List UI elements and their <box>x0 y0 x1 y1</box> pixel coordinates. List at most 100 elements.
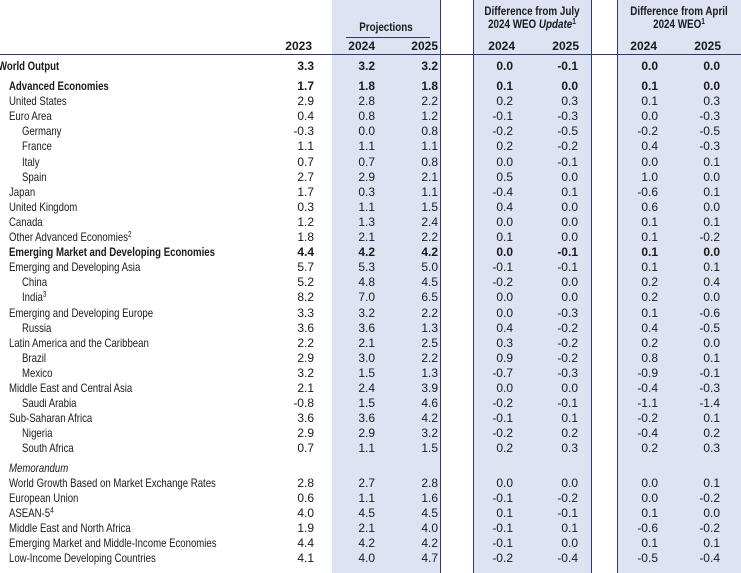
april-difference-column-band <box>617 0 741 573</box>
value-cell: 2.9 <box>297 350 314 365</box>
table-row: World Growth Based on Market Exchange Ra… <box>0 476 741 491</box>
table-row: Other Advanced Economies2 1.8 2.1 2.2 0.1 0.0… <box>0 230 741 245</box>
value-cell: 3.9 <box>421 381 438 395</box>
value-cell: 1.1 <box>358 199 375 214</box>
april-difference-header-line1: Difference from April <box>630 4 728 18</box>
row-label: Latin America and the Caribbean <box>9 335 149 350</box>
value-cell: -0.1 <box>557 59 578 73</box>
value-cell: 2.2 <box>297 335 314 350</box>
row-label: Russia <box>22 320 52 335</box>
value-cell: 0.3 <box>496 335 513 350</box>
row-label: Emerging Market and Middle-Income Econom… <box>9 536 217 550</box>
row-label: United States <box>9 94 67 109</box>
table-row: Spain 2.7 2.9 2.1 0.5 0.0 1.0 0.0 <box>0 170 741 185</box>
table-row: European Union 0.6 1.1 1.6 -0.1 -0.2 0.0 -0.2 <box>0 491 741 506</box>
row-label: United Kingdom <box>9 199 78 214</box>
value-cell: 2.1 <box>358 520 375 535</box>
value-cell: 0.0 <box>561 230 578 244</box>
value-cell: 2.9 <box>297 94 314 109</box>
value-cell: 2.8 <box>358 94 375 109</box>
value-cell: 3.6 <box>297 411 314 426</box>
value-cell: 4.0 <box>297 505 314 520</box>
value-cell: 4.2 <box>421 411 438 426</box>
value-cell: 2.9 <box>297 426 314 441</box>
value-cell: 0.0 <box>496 245 513 260</box>
table-row: Sub-Saharan Africa 3.6 3.6 4.2 -0.1 0.1 -0.2 0.… <box>0 411 741 426</box>
row-label: European Union <box>9 490 79 505</box>
table-row: Japan 1.7 0.3 1.1 -0.4 0.1 -0.6 0.1 <box>0 185 741 200</box>
table-row: Italy 0.7 0.7 0.8 0.0 -0.1 0.0 0.1 <box>0 155 741 170</box>
value-cell: -0.2 <box>557 350 578 365</box>
value-cell: 0.0 <box>496 305 513 320</box>
july-difference-header-italic: Update <box>538 17 573 31</box>
value-cell: -0.9 <box>637 365 658 380</box>
value-cell: 0.0 <box>496 290 513 305</box>
value-cell: -0.4 <box>637 381 658 395</box>
value-cell: 5.0 <box>421 260 438 275</box>
table-row: Euro Area 0.4 0.8 1.2 -0.1 -0.3 0.0 -0.3 <box>0 109 741 124</box>
value-cell: 3.2 <box>358 59 375 73</box>
value-cell: -0.4 <box>492 184 513 199</box>
value-cell: -0.3 <box>293 124 314 139</box>
value-cell: 0.0 <box>641 109 658 124</box>
value-cell: 0.3 <box>703 94 720 109</box>
value-cell: 0.0 <box>703 79 720 93</box>
value-cell: 1.8 <box>358 79 375 93</box>
april-difference-header-text: 2024 WEO <box>653 17 702 31</box>
value-cell: 1.8 <box>297 230 314 244</box>
value-cell: 0.4 <box>641 320 658 335</box>
row-label: Middle East and Central Asia <box>9 381 133 395</box>
value-cell: 0.3 <box>297 199 314 214</box>
value-cell: -0.1 <box>492 536 513 550</box>
value-cell: -0.1 <box>492 490 513 505</box>
table-row: China 5.2 4.8 4.5 -0.2 0.0 0.2 0.4 <box>0 275 741 290</box>
value-cell: 0.4 <box>297 109 314 124</box>
row-label: Canada <box>9 214 43 229</box>
value-cell: 0.0 <box>561 199 578 214</box>
value-cell: 4.5 <box>421 275 438 290</box>
value-cell: 0.2 <box>641 290 658 305</box>
value-cell: -0.3 <box>699 139 720 154</box>
value-cell: 0.5 <box>496 169 513 184</box>
value-cell: 4.4 <box>297 536 314 550</box>
value-cell: 0.0 <box>703 290 720 305</box>
row-label: Other Advanced Economies2 <box>9 230 132 244</box>
july-difference-header: Difference from July 2024 WEO Update1 <box>478 5 586 31</box>
value-cell: 0.0 <box>703 169 720 184</box>
value-cell: 0.0 <box>561 290 578 305</box>
value-cell: 0.1 <box>561 520 578 535</box>
value-cell: -0.2 <box>699 230 720 244</box>
value-cell: 1.5 <box>358 365 375 380</box>
row-label: Japan <box>9 184 36 199</box>
memorandum-heading: Memorandum <box>0 461 741 476</box>
projections-column-band <box>332 0 440 573</box>
value-cell: 0.4 <box>641 139 658 154</box>
value-cell: -0.2 <box>492 551 513 566</box>
value-cell: 0.0 <box>641 490 658 505</box>
value-cell: 4.4 <box>297 245 314 260</box>
value-cell: 2.8 <box>421 475 438 490</box>
table-row: Nigeria 2.9 2.9 3.2 -0.2 0.2 -0.4 0.2 <box>0 426 741 441</box>
year-header-2024-april: 2024 <box>630 39 657 53</box>
value-cell: -0.4 <box>637 426 658 441</box>
value-cell: 2.5 <box>421 335 438 350</box>
row-label: Mexico <box>22 365 53 380</box>
value-cell: 1.1 <box>358 441 375 456</box>
table-row: Russia 3.6 3.6 1.3 0.4 -0.2 0.4 -0.5 <box>0 321 741 336</box>
value-cell: 0.0 <box>496 475 513 490</box>
value-cell: 5.2 <box>297 275 314 290</box>
value-cell: 3.2 <box>421 426 438 441</box>
table-row: Advanced Economies 1.7 1.8 1.8 0.1 0.0 0.1 0.0 <box>0 79 741 94</box>
value-cell: -0.1 <box>557 505 578 520</box>
value-cell: 2.2 <box>421 230 438 244</box>
value-cell: 4.2 <box>421 536 438 550</box>
row-label: Saudi Arabia <box>22 396 77 411</box>
value-cell: -0.6 <box>637 184 658 199</box>
footnote-marker: 4 <box>50 505 54 515</box>
value-cell: 3.6 <box>297 320 314 335</box>
value-cell: 0.0 <box>358 124 375 139</box>
footnote-marker: 2 <box>128 230 132 239</box>
table-row: France 1.1 1.1 1.1 0.2 -0.2 0.4 -0.3 <box>0 139 741 154</box>
value-cell: -0.1 <box>492 411 513 426</box>
